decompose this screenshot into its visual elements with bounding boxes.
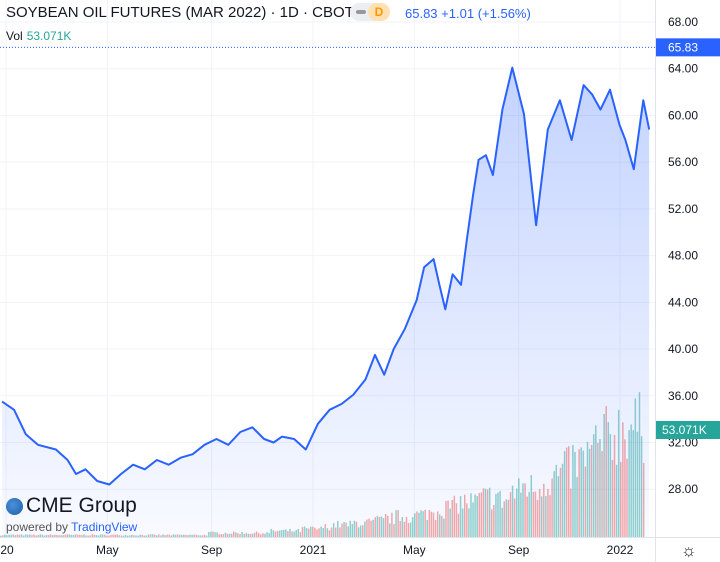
volume-tag-text: 53.071K (662, 423, 707, 437)
x-tick-label: Sep (508, 543, 530, 557)
logo-text: CME Group (26, 494, 137, 517)
x-tick-label: 2021 (300, 543, 327, 557)
last-price-tag (656, 38, 720, 57)
globe-icon (6, 497, 23, 515)
interval-badge[interactable]: D (350, 3, 390, 21)
price-line (1, 66, 651, 486)
minus-icon (356, 10, 366, 14)
y-tick-label: 68.00 (668, 15, 698, 29)
y-tick-label: 48.00 (668, 249, 698, 263)
vol-value: 53.071K (26, 29, 72, 43)
y-tick-label: 44.00 (668, 295, 698, 309)
chart-title: SOYBEAN OIL FUTURES (MAR 2022) · 1D · CB… (6, 4, 354, 21)
y-tick-label: 40.00 (668, 342, 698, 356)
volume-legend: Vol 53.071K (6, 29, 71, 43)
change-pct: (+1.56%) (477, 6, 531, 21)
vol-label: Vol (6, 29, 23, 43)
y-tick-label: 28.00 (668, 482, 698, 496)
volume-tag (656, 421, 720, 439)
powered-by: powered by (6, 520, 69, 534)
y-tick-label: 52.00 (668, 202, 698, 216)
price-area (2, 67, 650, 537)
x-tick-label: Sep (201, 543, 223, 557)
x-tick-label: May (403, 543, 426, 557)
x-tick-label: May (96, 543, 119, 557)
y-tick-label: 64.00 (668, 62, 698, 76)
quote: 65.83 +1.01 (+1.56%) (405, 6, 531, 21)
interval-d: D (368, 3, 390, 21)
last-price: 65.83 (405, 6, 438, 21)
tradingview-link: TradingView (71, 520, 138, 534)
y-tick-label: 60.00 (668, 108, 698, 122)
x-tick-label: 2022 (607, 543, 634, 557)
x-tick-label: 20 (0, 543, 14, 557)
y-tick-label: 56.00 (668, 155, 698, 169)
y-tick-label: 36.00 (668, 389, 698, 403)
last-price-tag-text: 65.83 (668, 40, 698, 54)
volume-bar (0, 535, 2, 537)
cme-logo[interactable]: CME Group powered by TradingView (6, 494, 137, 534)
settings-icon[interactable]: ☼ (681, 541, 697, 560)
change: +1.01 (441, 6, 475, 21)
